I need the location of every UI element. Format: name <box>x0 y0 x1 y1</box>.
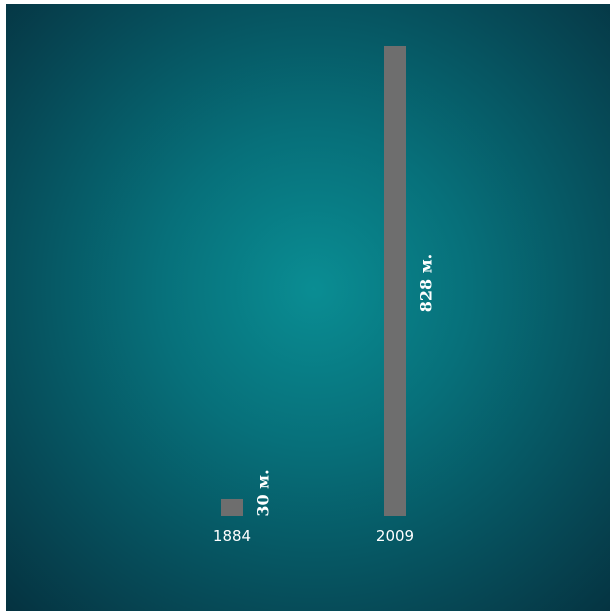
value-label-2009: 828 м. <box>417 254 436 312</box>
bar-2009 <box>384 46 406 516</box>
bar-1884 <box>221 498 243 516</box>
category-label-1884: 1884 <box>213 527 251 545</box>
value-label-1884: 30 м. <box>254 469 273 516</box>
chart-canvas: 1884 30 м. 2009 828 м. <box>6 4 610 611</box>
category-label-2009: 2009 <box>376 527 414 545</box>
